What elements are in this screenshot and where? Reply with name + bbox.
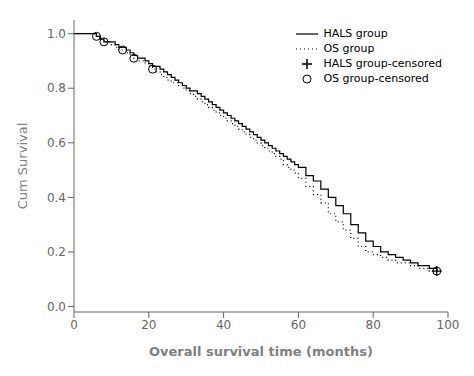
svg-text:60: 60 [291,318,306,332]
svg-text:Overall survival time (months): Overall survival time (months) [149,344,373,359]
svg-text:0.2: 0.2 [47,245,66,259]
svg-text:0.6: 0.6 [47,136,66,150]
svg-text:0.4: 0.4 [47,191,66,205]
html-text:OS group: OS group [323,42,375,55]
svg-text:0.8: 0.8 [47,81,66,95]
svg-text:Cum Survival: Cum Survival [15,123,30,210]
svg-text:40: 40 [216,318,231,332]
svg-text:1.0: 1.0 [47,27,66,41]
svg-text:0: 0 [70,318,78,332]
html-text:HALS group: HALS group [323,27,388,40]
svg-text:80: 80 [366,318,381,332]
html-text:HALS group-censored: HALS group-censored [323,57,442,70]
svg-text:20: 20 [141,318,156,332]
html-text:OS group-censored: OS group-censored [323,72,429,85]
svg-text:0.0: 0.0 [47,300,66,314]
svg-text:100: 100 [437,318,460,332]
